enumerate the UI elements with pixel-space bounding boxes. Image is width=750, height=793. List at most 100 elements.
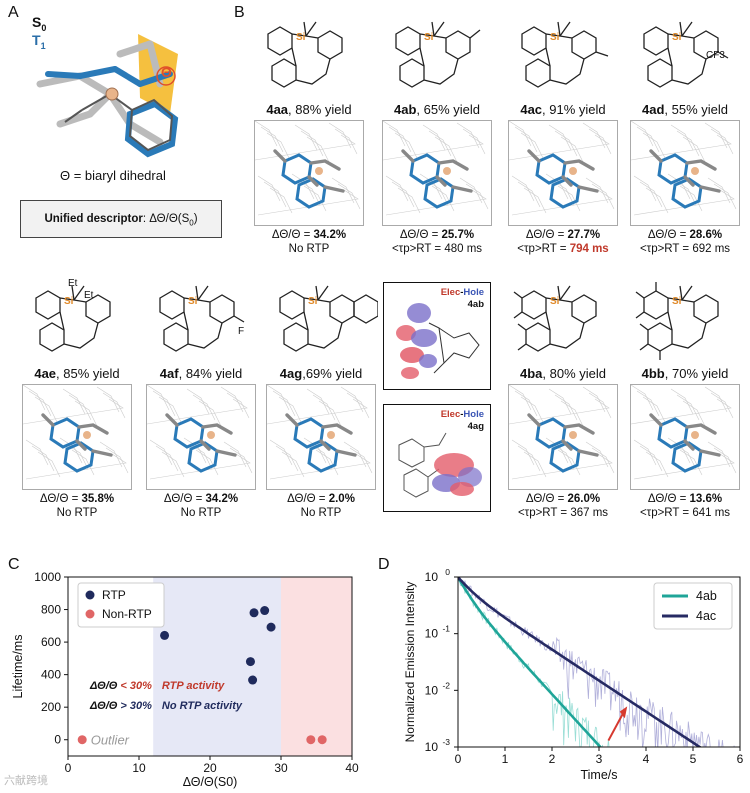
x-tick-label: 3 xyxy=(596,752,603,766)
x-tick-label: 20 xyxy=(203,761,217,775)
panel-label-b: B xyxy=(234,4,245,21)
rtp-lifetime: <τp>RT = 641 ms xyxy=(639,507,731,519)
y-tick-label: 400 xyxy=(41,668,61,682)
y-tick-exponent: -2 xyxy=(442,680,450,690)
y-tick-label: 10 xyxy=(425,570,439,584)
ethyl-label: Et xyxy=(68,278,78,289)
elec-hole-box-4ab: Elec-Hole 4ab xyxy=(383,282,491,390)
legend-box xyxy=(77,582,165,628)
molecule-packing-image xyxy=(254,120,364,226)
elec-hole-title: Elec-Hole xyxy=(440,287,484,298)
x-tick-label: 30 xyxy=(274,761,288,775)
trifluoromethyl-label: CF3 xyxy=(706,50,725,61)
si-label: Si xyxy=(308,296,318,307)
x-axis-label: ΔΘ/Θ(S0) xyxy=(183,775,238,789)
data-point-non-rtp xyxy=(317,735,327,745)
compound-title: 4aa, 88% yield xyxy=(266,102,352,117)
overlay-molecule xyxy=(36,34,179,158)
compound-title: 4ab, 65% yield xyxy=(394,102,480,117)
panel-label-c: C xyxy=(8,556,20,573)
elec-hole-compound: 4ag xyxy=(467,421,484,432)
y-tick-label: 1000 xyxy=(34,570,61,584)
x-tick-label: 0 xyxy=(455,752,462,766)
data-point-rtp xyxy=(160,630,170,640)
y-tick-exponent: -1 xyxy=(442,624,450,634)
molecule-packing-image xyxy=(508,120,618,226)
molecule-packing-image xyxy=(22,384,132,490)
y-tick-label: 600 xyxy=(41,635,61,649)
annotation-rule: ΔΘ/Θ > 30% No RTP activity xyxy=(89,700,243,712)
y-tick-label: 10 xyxy=(425,683,439,697)
compound-title: 4bb, 70% yield xyxy=(641,366,729,381)
s0-label: S0 xyxy=(32,14,47,33)
x-tick-label: 2 xyxy=(549,752,556,766)
data-point-rtp xyxy=(245,657,255,667)
rtp-lifetime: No RTP xyxy=(300,507,342,519)
legend-marker xyxy=(85,609,95,619)
y-tick-label: 0 xyxy=(54,733,61,747)
elec-hole-box-4ag: Elec-Hole 4ag xyxy=(383,404,491,512)
theta-symbol: Θ xyxy=(161,64,172,80)
highlight-arrow xyxy=(607,709,626,742)
si-label: Si xyxy=(550,32,560,43)
elec-hole-compound: 4ab xyxy=(467,299,484,310)
raw-trace-4ac xyxy=(458,578,735,747)
chemical-structure xyxy=(384,14,494,109)
molecule-packing-image xyxy=(146,384,256,490)
chemical-structure xyxy=(510,278,620,373)
dihedral-change-value: ΔΘ/Θ = 28.6% xyxy=(647,229,723,241)
x-tick-label: 10 xyxy=(132,761,146,775)
x-tick-label: 0 xyxy=(65,761,72,775)
y-axis-label: Lifetime/ms xyxy=(11,635,25,699)
fit-curve-4ac xyxy=(458,577,703,747)
si-label: Si xyxy=(672,32,682,43)
dihedral-change-value: ΔΘ/Θ = 27.7% xyxy=(525,229,601,241)
data-point-non-rtp xyxy=(77,735,87,745)
y-tick-exponent: -3 xyxy=(442,737,450,747)
rtp-lifetime: <τp>RT = 794 ms xyxy=(517,243,609,255)
elec-hole-title: Elec-Hole xyxy=(440,409,484,420)
y-tick-label: 10 xyxy=(425,740,439,754)
chemical-structure xyxy=(632,278,742,373)
fluoro-label: F xyxy=(238,326,245,337)
rtp-lifetime: <τp>RT = 367 ms xyxy=(517,507,609,519)
molecule-packing-image xyxy=(266,384,376,490)
fit-curve-4ab xyxy=(458,577,603,747)
chemical-structure xyxy=(24,278,134,373)
rtp-lifetime: No RTP xyxy=(288,243,330,255)
elec-hole-orbital xyxy=(396,303,480,379)
watermark: 六献跨境 xyxy=(4,775,48,787)
compound-title: 4ad, 55% yield xyxy=(642,102,728,117)
y-axis-label: Normalized Emission Intensity xyxy=(403,582,417,743)
compound-title: 4ae, 85% yield xyxy=(34,366,120,381)
x-tick-label: 6 xyxy=(737,752,744,766)
x-tick-label: 40 xyxy=(345,761,359,775)
molecule-packing-image xyxy=(382,120,492,226)
legend-label: 4ab xyxy=(696,589,717,603)
legend-label: RTP xyxy=(102,588,126,602)
molecule-packing-image xyxy=(630,120,740,226)
si-label: Si xyxy=(424,32,434,43)
molecule-packing-image xyxy=(630,384,740,490)
outlier-label: Outlier xyxy=(91,733,130,748)
rtp-lifetime: <τp>RT = 692 ms xyxy=(639,243,731,255)
elec-hole-orbital xyxy=(398,432,482,498)
legend-label: 4ac xyxy=(696,609,716,623)
data-point-rtp xyxy=(260,606,270,616)
x-tick-label: 1 xyxy=(502,752,509,766)
chemical-structure xyxy=(632,14,742,109)
rtp-lifetime: No RTP xyxy=(180,507,222,519)
y-tick-exponent: 0 xyxy=(445,567,450,577)
chemical-structure xyxy=(256,14,366,109)
dihedral-change-value: ΔΘ/Θ = 35.8% xyxy=(39,493,115,505)
dihedral-change-value: ΔΘ/Θ = 25.7% xyxy=(399,229,475,241)
chemical-structure xyxy=(510,14,620,109)
annotation-rule: ΔΘ/Θ < 30% RTP activity xyxy=(89,680,225,692)
si-label: Si xyxy=(550,296,560,307)
rtp-lifetime: No RTP xyxy=(56,507,98,519)
x-axis-label: Time/s xyxy=(580,768,617,782)
data-point-non-rtp xyxy=(306,735,316,745)
dihedral-change-value: ΔΘ/Θ = 34.2% xyxy=(163,493,239,505)
compound-title: 4ac, 91% yield xyxy=(520,102,606,117)
